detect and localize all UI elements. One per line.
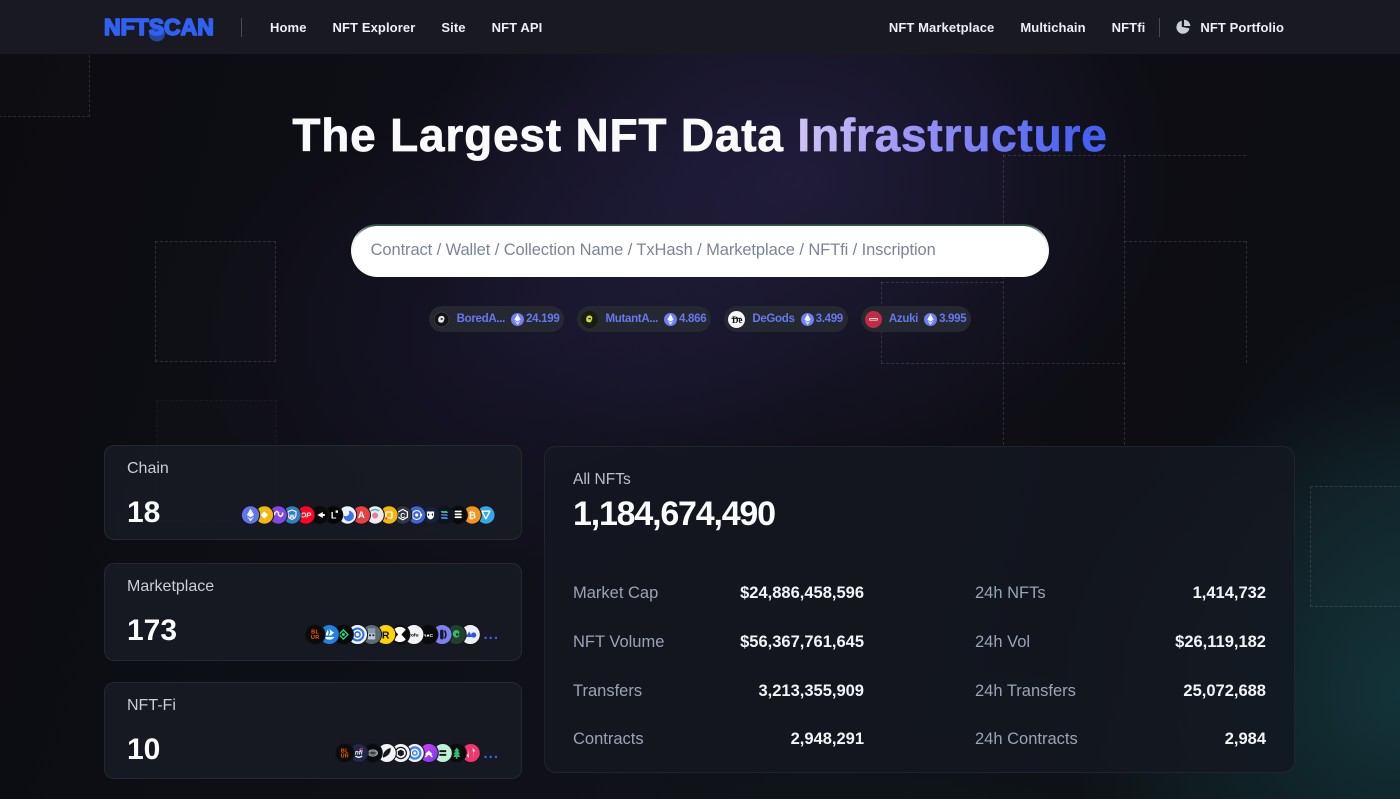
svg-text:nfi: nfi (355, 749, 363, 756)
svg-text:C: C (400, 513, 405, 520)
svg-text:R: R (382, 630, 390, 641)
svg-text:w: w (288, 513, 295, 520)
svg-text:tofu: tofu (409, 633, 418, 639)
svg-text:BL: BL (311, 630, 319, 636)
svg-text:A: A (358, 510, 365, 521)
svg-text:OP: OP (300, 511, 311, 520)
svg-text:NFTSCAN: NFTSCAN (104, 14, 214, 40)
svg-text:L: L (331, 510, 337, 520)
svg-text:A●C: A●C (423, 633, 434, 639)
svg-text:₿: ₿ (468, 510, 476, 521)
svg-text:BL: BL (341, 748, 349, 754)
svg-text:UR: UR (341, 754, 349, 760)
svg-text:De: De (732, 315, 743, 325)
svg-text:UR: UR (311, 635, 320, 641)
